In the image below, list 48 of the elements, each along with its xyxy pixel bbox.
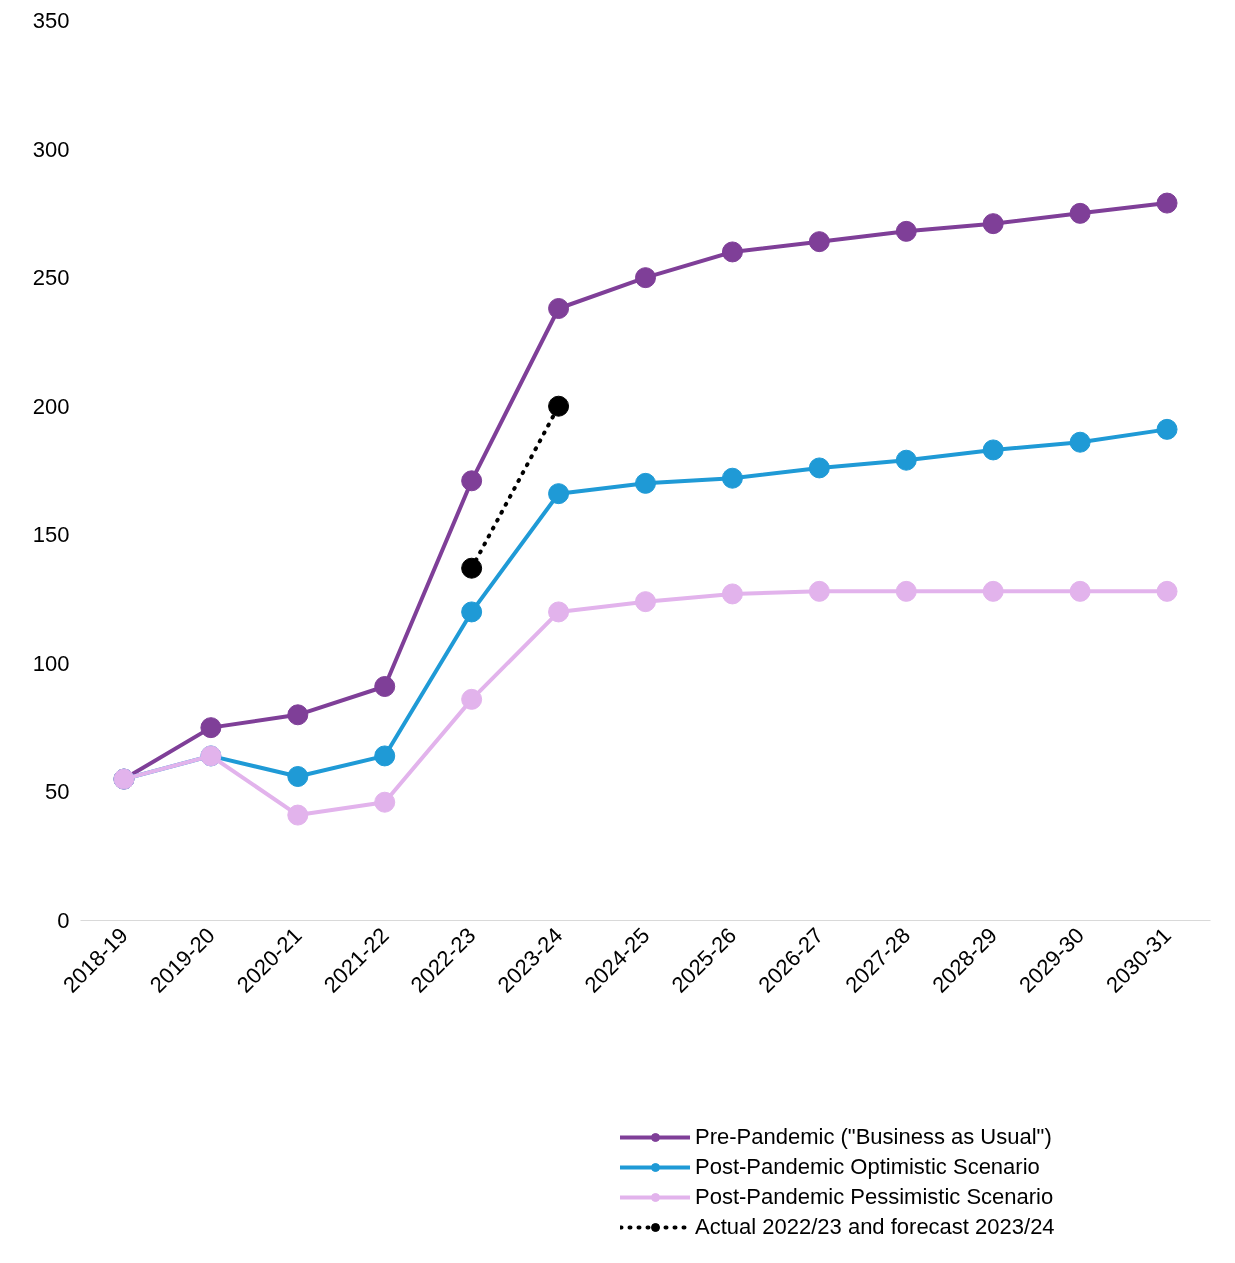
y-tick-label: 150 xyxy=(32,522,70,548)
y-tick-label: 50 xyxy=(45,779,70,805)
point xyxy=(461,557,483,579)
legend-label: Actual 2022/23 and forecast 2023/24 xyxy=(695,1214,1055,1240)
point xyxy=(1069,431,1091,453)
point xyxy=(982,439,1004,461)
point xyxy=(635,267,656,289)
point xyxy=(1156,418,1178,440)
point xyxy=(374,676,396,697)
legend-label: Post-Pandemic Pessimistic Scenario xyxy=(695,1184,1054,1210)
point xyxy=(635,591,656,613)
point xyxy=(548,395,570,417)
point xyxy=(808,580,830,602)
point xyxy=(1069,580,1091,602)
point xyxy=(287,804,309,826)
point xyxy=(461,601,483,623)
point xyxy=(721,467,743,489)
point xyxy=(1156,192,1178,214)
point xyxy=(461,688,483,710)
legend-label: Post-Pandemic Optimistic Scenario xyxy=(695,1154,1040,1180)
point xyxy=(808,231,830,253)
point xyxy=(721,241,743,263)
legend-label: Pre-Pandemic ("Business as Usual") xyxy=(695,1124,1052,1150)
point xyxy=(374,791,396,813)
point xyxy=(895,220,917,242)
point xyxy=(374,745,396,767)
point xyxy=(287,766,309,787)
point xyxy=(461,470,483,492)
point xyxy=(635,472,656,494)
y-tick-label: 250 xyxy=(32,265,70,291)
point xyxy=(982,213,1004,235)
y-tick-label: 0 xyxy=(57,908,70,933)
point xyxy=(982,580,1004,602)
point xyxy=(287,704,309,726)
y-tick-label: 350 xyxy=(32,8,70,33)
point xyxy=(200,717,222,739)
point xyxy=(548,601,570,623)
point xyxy=(548,298,570,319)
point xyxy=(721,583,743,605)
point xyxy=(1156,580,1178,602)
y-tick-label: 300 xyxy=(32,136,70,162)
y-tick-label: 100 xyxy=(32,650,70,676)
point xyxy=(808,457,830,479)
point xyxy=(548,483,570,505)
point xyxy=(1069,202,1091,224)
point xyxy=(895,580,917,602)
y-tick-label: 200 xyxy=(32,393,70,419)
point xyxy=(895,449,917,471)
